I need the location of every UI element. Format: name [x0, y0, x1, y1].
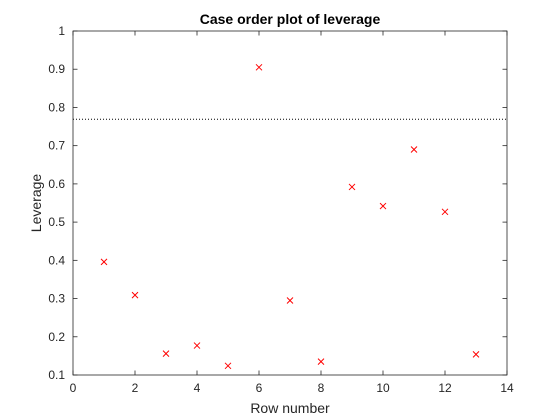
data-points: [100, 63, 480, 370]
data-point: [255, 63, 263, 71]
y-tick-label: 0.6: [48, 177, 65, 191]
data-point: [162, 350, 170, 357]
x-tick-label: 0: [70, 381, 77, 395]
data-point: [472, 351, 480, 358]
y-tick-label: 1: [58, 24, 65, 38]
y-axis-ticks: 0.1 0.2 0.3 0.4 0.5 0.6 0.7 0.8 0.9 1: [48, 24, 507, 382]
data-point: [317, 358, 325, 365]
data-point: [441, 208, 449, 216]
x-tick-label: 14: [500, 381, 514, 395]
data-point: [193, 342, 201, 349]
y-tick-label: 0.1: [48, 368, 65, 382]
y-tick-label: 0.5: [48, 215, 65, 229]
data-point: [379, 202, 387, 210]
y-tick-label: 0.2: [48, 330, 65, 344]
x-tick-label: 12: [438, 381, 452, 395]
x-tick-label: 2: [132, 381, 139, 395]
data-point: [286, 297, 294, 304]
y-tick-label: 0.4: [48, 253, 65, 267]
data-point: [131, 291, 139, 299]
data-point: [100, 258, 108, 266]
axes-box: [72, 30, 508, 376]
chart-title: Case order plot of leverage: [200, 11, 381, 27]
data-point: [348, 183, 356, 191]
y-tick-label: 0.3: [48, 292, 65, 306]
data-point: [224, 362, 232, 370]
x-axis-ticks: 0 2 4 6 8 10 12 14: [70, 31, 514, 395]
x-tick-label: 8: [318, 381, 325, 395]
y-tick-label: 0.9: [48, 62, 65, 76]
x-tick-label: 6: [256, 381, 263, 395]
data-point: [410, 146, 418, 153]
x-axis-label: Row number: [250, 400, 330, 416]
y-tick-label: 0.7: [48, 139, 65, 153]
y-axis-label: Leverage: [28, 174, 44, 233]
y-tick-label: 0.8: [48, 100, 65, 114]
x-tick-label: 10: [376, 381, 390, 395]
plot-area: [73, 31, 507, 375]
x-tick-label: 4: [194, 381, 201, 395]
